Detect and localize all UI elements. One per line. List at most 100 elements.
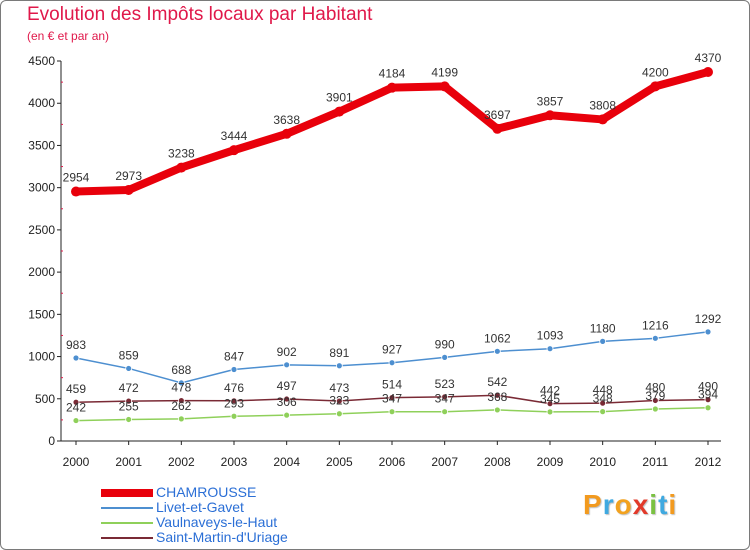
data-label-vaulnaveys-le-haut: 306 [277,395,297,409]
chart-subtitle: (en € et par an) [27,29,110,43]
data-label-chamrousse: 3444 [221,129,248,143]
data-label-vaulnaveys-le-haut: 293 [224,396,244,410]
data-label-vaulnaveys-le-haut: 394 [698,388,718,402]
y-tick-label: 2500 [28,223,55,237]
data-point-vaulnaveys-le-haut [388,408,396,416]
y-tick-label: 1000 [28,350,55,364]
data-label-chamrousse: 2954 [63,171,90,185]
data-point-vaulnaveys-le-haut [651,405,659,413]
data-point-vaulnaveys-le-haut [546,408,554,416]
data-label-chamrousse: 2973 [115,169,142,183]
data-label-chamrousse: 3697 [484,108,511,122]
data-label-saint-martin-d-uriage: 459 [66,382,86,396]
data-point-livet-et-gavet [704,328,712,336]
data-point-saint-martin-d-uriage [388,394,396,401]
data-point-chamrousse [597,114,608,125]
data-point-chamrousse [545,110,555,121]
data-point-vaulnaveys-le-haut [177,415,185,423]
x-tick-label: 2008 [484,455,511,469]
brand-logo: Proxiti [583,489,677,521]
data-point-livet-et-gavet [335,362,343,370]
data-label-chamrousse: 3808 [589,98,616,112]
data-label-chamrousse: 4184 [379,67,406,81]
data-point-saint-martin-d-uriage [335,397,343,405]
data-label-livet-et-gavet: 983 [66,338,86,352]
x-tick-label: 2010 [589,455,616,469]
data-point-livet-et-gavet [388,359,396,367]
y-tick-label: 4000 [28,96,55,110]
brand-letter: i [649,489,659,520]
x-tick-label: 2004 [273,455,300,469]
brand-letter: r [602,489,615,520]
brand-letter: i [668,489,678,520]
data-point-chamrousse [387,82,397,93]
brand-letter: x [632,489,650,520]
data-point-vaulnaveys-le-haut [599,408,607,416]
data-label-vaulnaveys-le-haut: 379 [645,389,665,403]
data-label-chamrousse: 4199 [431,65,458,79]
x-tick-label: 2012 [695,455,722,469]
data-point-chamrousse [492,123,503,134]
data-point-chamrousse [334,106,345,117]
data-point-saint-martin-d-uriage [599,399,607,407]
data-label-livet-et-gavet: 847 [224,349,244,363]
legend-item-saint-martin-d-uriage: Saint-Martin-d'Uriage [101,530,441,545]
data-label-saint-martin-d-uriage: 542 [487,375,507,389]
data-label-livet-et-gavet: 688 [171,363,191,377]
data-label-saint-martin-d-uriage: 442 [540,384,560,398]
legend-label-saint-martin-d-uriage: Saint-Martin-d'Uriage [156,529,288,545]
y-tick-label: 3500 [28,138,55,152]
legend-item-livet-et-gavet: Livet-et-Gavet [101,500,441,515]
data-label-vaulnaveys-le-haut: 348 [593,392,613,406]
data-point-saint-martin-d-uriage [704,396,712,404]
legend-swatch-livet-et-gavet [101,506,153,509]
legend-item-chamrousse: CHAMROUSSE [101,485,441,500]
data-label-chamrousse: 3238 [168,147,195,161]
data-point-saint-martin-d-uriage [72,398,80,406]
data-label-livet-et-gavet: 1093 [537,329,564,343]
data-label-saint-martin-d-uriage: 514 [382,378,402,392]
data-point-chamrousse [71,186,81,197]
data-label-livet-et-gavet: 927 [382,343,402,357]
data-point-saint-martin-d-uriage [283,395,291,403]
data-point-vaulnaveys-le-haut [335,410,343,418]
brand-letter: t [658,489,669,520]
x-tick-label: 2009 [537,455,564,469]
data-point-vaulnaveys-le-haut [704,404,712,412]
data-point-vaulnaveys-le-haut [493,406,501,414]
chart-title: Evolution des Impôts locaux par Habitant [27,4,373,25]
data-point-saint-martin-d-uriage [493,391,501,399]
y-tick-label: 0 [48,434,55,448]
data-point-saint-martin-d-uriage [441,393,449,401]
x-tick-label: 2005 [326,455,353,469]
data-point-vaulnaveys-le-haut [125,416,133,423]
x-tick-label: 2003 [221,455,248,469]
data-point-chamrousse [229,145,239,156]
data-label-vaulnaveys-le-haut: 368 [487,390,507,404]
x-tick-label: 2000 [63,455,90,469]
data-label-vaulnaveys-le-haut: 262 [171,399,191,413]
y-tick-label: 1500 [28,307,55,321]
data-label-chamrousse: 3857 [537,94,564,108]
data-label-livet-et-gavet: 1292 [695,312,722,326]
legend-label-vaulnaveys-le-haut: Vaulnaveys-le-Haut [156,514,278,530]
data-point-vaulnaveys-le-haut [441,408,449,416]
data-label-saint-martin-d-uriage: 472 [119,381,139,395]
data-label-saint-martin-d-uriage: 480 [645,380,665,394]
brand-letter: o [614,489,633,520]
legend-swatch-vaulnaveys-le-haut [101,521,153,524]
data-label-saint-martin-d-uriage: 523 [435,377,455,391]
data-label-chamrousse: 4200 [642,65,669,79]
data-label-saint-martin-d-uriage: 497 [277,379,297,393]
legend-swatch-chamrousse [101,488,153,497]
y-tick-label: 2000 [28,265,55,279]
data-point-livet-et-gavet [599,337,607,345]
x-tick-label: 2006 [379,455,406,469]
legend-label-livet-et-gavet: Livet-et-Gavet [156,499,244,515]
data-label-livet-et-gavet: 990 [435,337,455,351]
data-label-vaulnaveys-le-haut: 255 [119,399,139,413]
data-label-vaulnaveys-le-haut: 242 [66,401,86,415]
data-point-livet-et-gavet [493,347,501,355]
legend-label-chamrousse: CHAMROUSSE [156,484,257,500]
